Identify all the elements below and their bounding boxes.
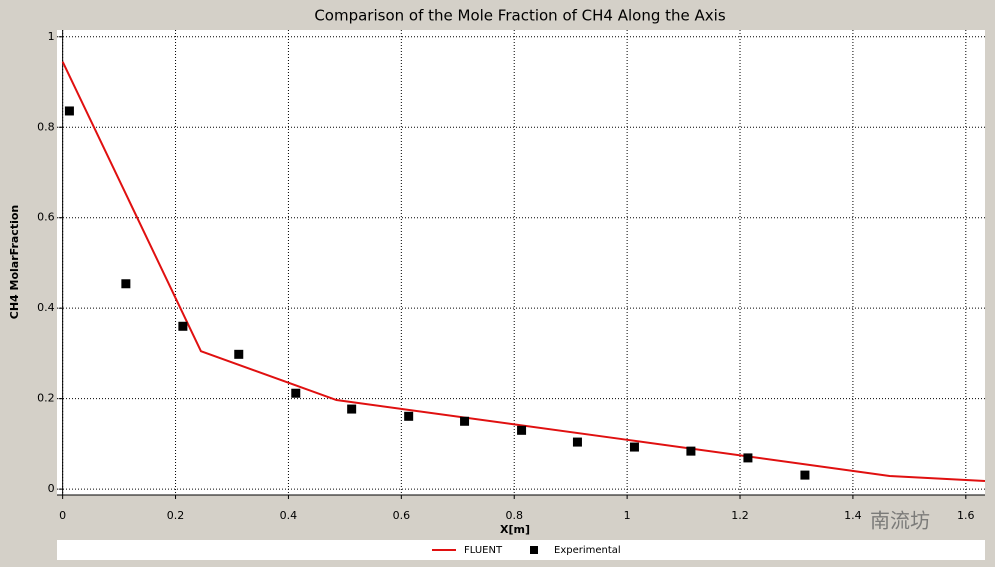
data-point	[686, 446, 696, 456]
x-tick-label: 0	[59, 509, 66, 522]
x-tick-label: 1.4	[844, 509, 862, 522]
data-point	[460, 416, 470, 426]
data-point	[291, 388, 301, 398]
x-tick-label: 0.2	[167, 509, 185, 522]
x-tick-label: 1.2	[731, 509, 749, 522]
y-tick-label: 0.6	[37, 211, 55, 224]
x-tick-label: 0.8	[505, 509, 523, 522]
y-tick-label: 0.8	[37, 120, 55, 133]
plot-area	[57, 30, 985, 495]
legend-label: FLUENT	[464, 545, 503, 556]
y-tick-label: 1	[48, 30, 55, 43]
watermark: 南流坊	[870, 509, 930, 533]
x-tick-label: 0.6	[393, 509, 411, 522]
fluent-line	[61, 61, 986, 482]
x-axis-label: X[m]	[500, 523, 530, 536]
data-point	[178, 321, 188, 331]
y-tick-label: 0.4	[37, 301, 55, 314]
x-tick-label: 1.6	[957, 509, 975, 522]
data-point	[517, 425, 527, 435]
y-tick-label: 0	[48, 482, 55, 495]
data-point	[234, 349, 244, 359]
x-tick-label: 1	[624, 509, 631, 522]
legend-swatch	[530, 546, 538, 554]
data-point	[629, 442, 639, 452]
data-point	[743, 453, 753, 463]
data-point	[800, 470, 810, 480]
data-point	[404, 411, 414, 421]
x-tick-label: 0.4	[280, 509, 298, 522]
legend-box	[57, 540, 985, 560]
chart-title: Comparison of the Mole Fraction of CH4 A…	[314, 7, 725, 25]
data-point	[572, 437, 582, 447]
data-point	[347, 404, 357, 414]
y-tick-label: 0.2	[37, 392, 55, 405]
y-axis-label: CH4 MolarFraction	[8, 205, 21, 319]
data-point	[121, 279, 131, 289]
data-point	[64, 106, 74, 116]
legend-label: Experimental	[554, 545, 621, 556]
